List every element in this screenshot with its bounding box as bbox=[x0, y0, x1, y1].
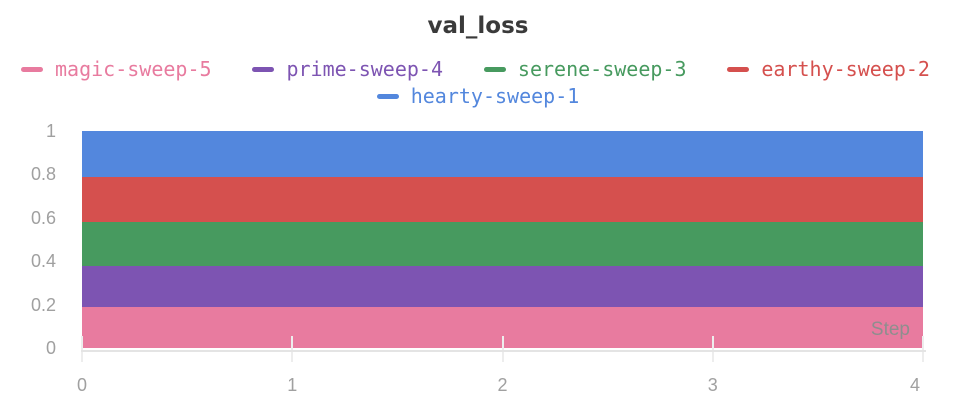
series-band-serene-sweep-3 bbox=[82, 221, 923, 267]
chart-title: val_loss bbox=[427, 13, 529, 39]
legend-swatch-icon bbox=[252, 66, 275, 72]
x-axis-tick-label: 2 bbox=[497, 375, 508, 395]
x-axis-tick-mark bbox=[922, 336, 924, 362]
y-axis-tick-label: 0 bbox=[45, 338, 56, 358]
x-axis-tick-mark bbox=[291, 336, 294, 362]
x-axis-tick-label: 3 bbox=[707, 375, 718, 395]
legend-item-label: hearty-sweep-1 bbox=[410, 84, 580, 108]
y-axis-tick-label: 0.8 bbox=[30, 164, 56, 184]
x-axis-tick-label: 0 bbox=[76, 375, 87, 395]
legend-swatch-icon bbox=[727, 66, 750, 72]
x-axis-line bbox=[81, 350, 926, 352]
legend-item-label: magic-sweep-5 bbox=[55, 57, 212, 81]
plot-area[interactable] bbox=[82, 129, 923, 348]
legend-item-earthy-sweep-2[interactable]: earthy-sweep-2 bbox=[727, 57, 930, 81]
legend-row-2: hearty-sweep-1 bbox=[0, 83, 956, 109]
legend-item-hearty-sweep-1[interactable]: hearty-sweep-1 bbox=[376, 84, 580, 108]
y-axis-tick-label: 1 bbox=[45, 120, 56, 141]
series-band-prime-sweep-4 bbox=[82, 266, 923, 307]
legend-item-label: serene-sweep-3 bbox=[517, 57, 687, 81]
series-band-hearty-sweep-1 bbox=[82, 130, 923, 178]
y-axis-tick-label: 0.2 bbox=[30, 294, 56, 315]
legend-item-label: earthy-sweep-2 bbox=[761, 57, 930, 81]
legend-item-label: prime-sweep-4 bbox=[286, 57, 443, 81]
legend-item-prime-sweep-4[interactable]: prime-sweep-4 bbox=[252, 57, 443, 81]
legend-row-1: magic-sweep-5 prime-sweep-4 serene-sweep-3… bbox=[0, 56, 956, 82]
x-axis-tick-label: 1 bbox=[287, 375, 298, 395]
legend-item-magic-sweep-5[interactable]: magic-sweep-5 bbox=[21, 57, 212, 81]
x-axis-tick-label: 4 bbox=[909, 375, 920, 395]
x-axis-tick-mark bbox=[81, 336, 83, 362]
legend-swatch-icon bbox=[483, 66, 506, 72]
legend: magic-sweep-5 prime-sweep-4 serene-sweep-3… bbox=[0, 56, 956, 109]
x-axis-tick-mark bbox=[711, 336, 714, 362]
legend-swatch-icon bbox=[21, 66, 43, 72]
x-axis-tick-mark bbox=[501, 336, 504, 362]
x-axis-title: Step bbox=[870, 319, 910, 340]
y-axis-tick-label: 0.6 bbox=[30, 207, 56, 228]
legend-item-serene-sweep-3[interactable]: serene-sweep-3 bbox=[483, 57, 687, 81]
legend-swatch-icon bbox=[376, 93, 399, 99]
series-band-earthy-sweep-2 bbox=[82, 177, 923, 222]
y-axis-tick-label: 0.4 bbox=[30, 251, 56, 271]
